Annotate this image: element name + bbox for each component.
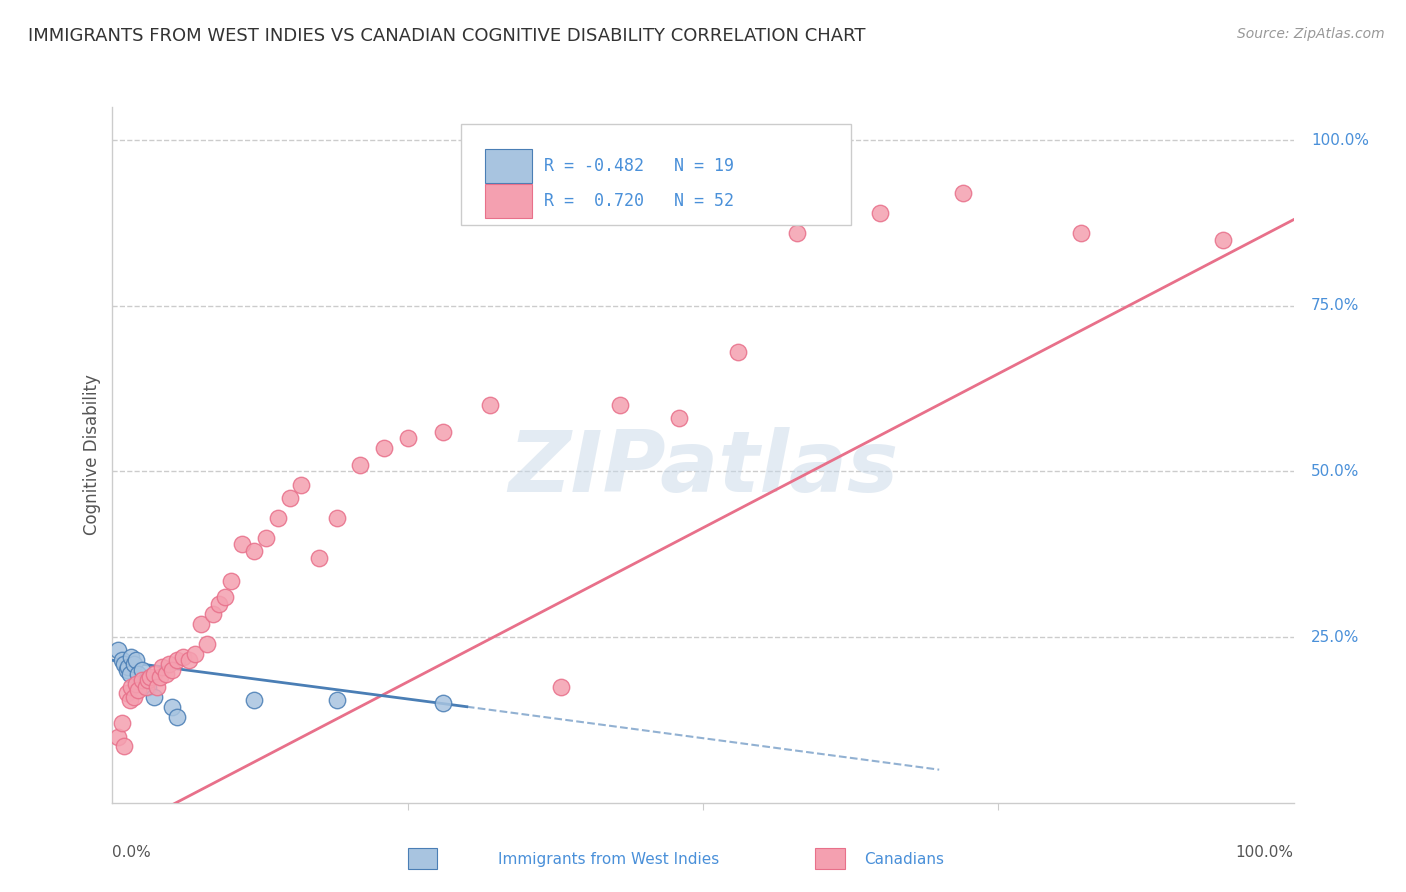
Point: [668, 411, 690, 425]
Text: 100.0%: 100.0%: [1312, 133, 1369, 148]
Point: [142, 690, 165, 704]
Text: R =  0.720   N = 52: R = 0.720 N = 52: [544, 192, 734, 210]
Text: ZIPatlas: ZIPatlas: [508, 427, 898, 510]
Point: [201, 607, 224, 621]
Text: R = -0.482   N = 19: R = -0.482 N = 19: [544, 157, 734, 175]
Point: [1212, 233, 1234, 247]
Point: [160, 663, 183, 677]
Point: [111, 653, 134, 667]
Point: [120, 666, 142, 681]
Point: [115, 686, 138, 700]
Point: [254, 531, 277, 545]
Bar: [815, 848, 845, 869]
Point: [609, 398, 631, 412]
Point: [172, 650, 194, 665]
Text: Source: ZipAtlas.com: Source: ZipAtlas.com: [1237, 27, 1385, 41]
Text: Immigrants from West Indies: Immigrants from West Indies: [498, 852, 718, 866]
Point: [190, 616, 212, 631]
Point: [243, 544, 266, 558]
Point: [278, 491, 301, 505]
Point: [149, 670, 172, 684]
Text: 50.0%: 50.0%: [1312, 464, 1360, 479]
Point: [243, 693, 266, 707]
Text: Canadians: Canadians: [863, 852, 943, 866]
Point: [142, 666, 165, 681]
Point: [117, 660, 139, 674]
Point: [120, 693, 142, 707]
Point: [267, 511, 290, 525]
Point: [107, 643, 129, 657]
Point: [308, 550, 330, 565]
Point: [131, 673, 153, 688]
Point: [326, 511, 349, 525]
Point: [115, 663, 138, 677]
Point: [127, 683, 149, 698]
Point: [396, 431, 419, 445]
Point: [231, 537, 253, 551]
Point: [146, 680, 169, 694]
Point: [479, 398, 502, 412]
Point: [160, 699, 183, 714]
Point: [139, 670, 162, 684]
Text: 0.0%: 0.0%: [112, 845, 152, 860]
Bar: [485, 185, 531, 218]
Point: [349, 458, 371, 472]
Point: [122, 690, 145, 704]
Point: [157, 657, 180, 671]
Text: 75.0%: 75.0%: [1312, 298, 1360, 313]
Point: [136, 673, 159, 688]
Point: [122, 657, 145, 671]
Point: [326, 693, 349, 707]
Point: [373, 442, 395, 456]
Point: [214, 591, 236, 605]
Point: [179, 653, 201, 667]
Bar: [485, 150, 531, 183]
Point: [952, 186, 974, 201]
Point: [112, 657, 135, 671]
Point: [195, 637, 218, 651]
Point: [166, 709, 188, 723]
Point: [125, 653, 148, 667]
Text: IMMIGRANTS FROM WEST INDIES VS CANADIAN COGNITIVE DISABILITY CORRELATION CHART: IMMIGRANTS FROM WEST INDIES VS CANADIAN …: [28, 27, 866, 45]
Point: [125, 676, 148, 690]
Point: [120, 650, 142, 665]
Point: [120, 680, 142, 694]
Point: [112, 739, 135, 754]
Point: [727, 345, 749, 359]
Point: [1070, 226, 1092, 240]
Text: 100.0%: 100.0%: [1236, 845, 1294, 860]
Point: [786, 226, 808, 240]
Point: [432, 697, 454, 711]
Y-axis label: Cognitive Disability: Cognitive Disability: [83, 375, 101, 535]
Point: [432, 425, 454, 439]
Point: [107, 730, 129, 744]
Point: [550, 680, 572, 694]
Point: [131, 663, 153, 677]
Point: [184, 647, 207, 661]
FancyBboxPatch shape: [461, 124, 851, 226]
Point: [135, 673, 157, 688]
Point: [166, 653, 188, 667]
Point: [155, 666, 177, 681]
Point: [136, 680, 159, 694]
Point: [135, 680, 157, 694]
Point: [208, 597, 231, 611]
Point: [150, 660, 173, 674]
Text: 25.0%: 25.0%: [1312, 630, 1360, 645]
Point: [869, 206, 891, 220]
Point: [290, 477, 312, 491]
Point: [111, 716, 134, 731]
Point: [127, 666, 149, 681]
Point: [219, 574, 242, 588]
Bar: [408, 848, 437, 869]
